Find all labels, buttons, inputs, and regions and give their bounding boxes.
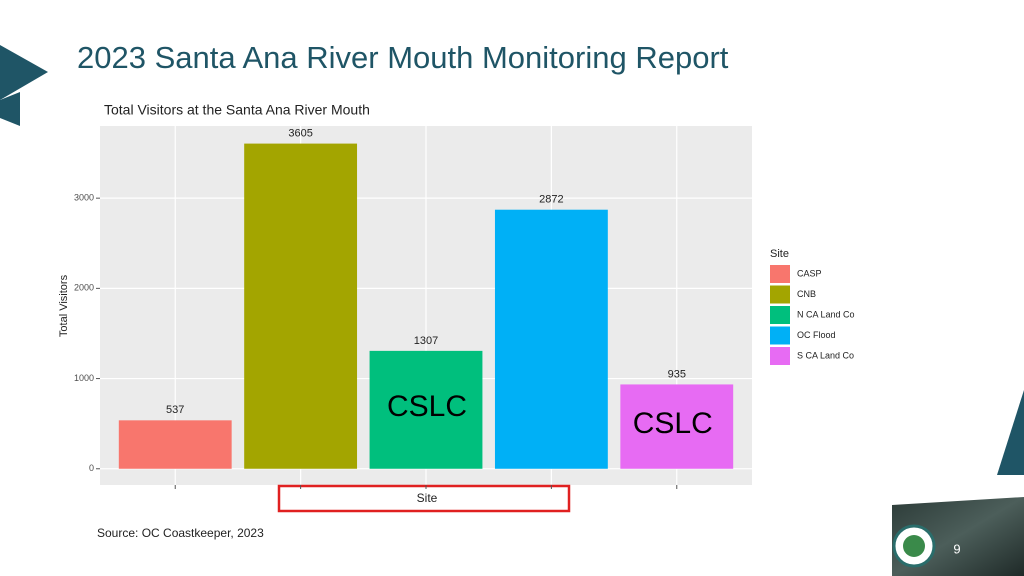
data-label: 537	[166, 404, 184, 416]
legend-label: OC Flood	[797, 330, 836, 340]
highlight-box	[277, 484, 571, 513]
legend-swatch	[770, 285, 790, 304]
page-number: 9	[953, 541, 960, 556]
chart-title: Total Visitors at the Santa Ana River Mo…	[104, 102, 370, 118]
y-tick-label: 2000	[74, 283, 94, 293]
x-axis-label: Site	[417, 491, 438, 505]
y-tick-label: 3000	[74, 193, 94, 203]
y-tick-label: 0	[89, 463, 94, 473]
bar	[244, 143, 358, 469]
data-label: 3605	[288, 127, 312, 139]
legend-label: CASP	[797, 268, 822, 278]
decor-shape	[0, 92, 20, 126]
data-label: 935	[668, 368, 686, 380]
legend-label: N CA Land Co	[797, 309, 855, 319]
source-note: Source: OC Coastkeeper, 2023	[97, 526, 264, 540]
logo-inner	[903, 535, 925, 557]
legend-swatch	[770, 306, 790, 324]
data-label: 1307	[414, 335, 438, 347]
legend-title: Site	[770, 248, 789, 260]
bar	[494, 209, 608, 469]
legend-swatch	[770, 265, 790, 283]
y-tick-label: 1000	[74, 373, 94, 383]
footer-line: Lands Commission	[784, 548, 886, 562]
decor-arrow	[0, 45, 48, 100]
annotation: CSLC	[387, 390, 467, 423]
annotation: CSLC	[633, 407, 713, 440]
legend-label: S CA Land Co	[797, 350, 854, 360]
bar	[118, 420, 232, 469]
slide-title: 2023 Santa Ana River Mouth Monitoring Re…	[77, 40, 729, 75]
footer-line: California State	[804, 530, 886, 544]
bar	[369, 350, 483, 469]
legend-swatch	[770, 347, 790, 365]
legend-swatch	[770, 326, 790, 345]
y-axis-label: Total Visitors	[58, 274, 70, 337]
decor-triangle	[997, 390, 1024, 475]
legend-label: CNB	[797, 289, 816, 299]
bar	[620, 384, 734, 469]
data-label: 2872	[539, 194, 563, 206]
